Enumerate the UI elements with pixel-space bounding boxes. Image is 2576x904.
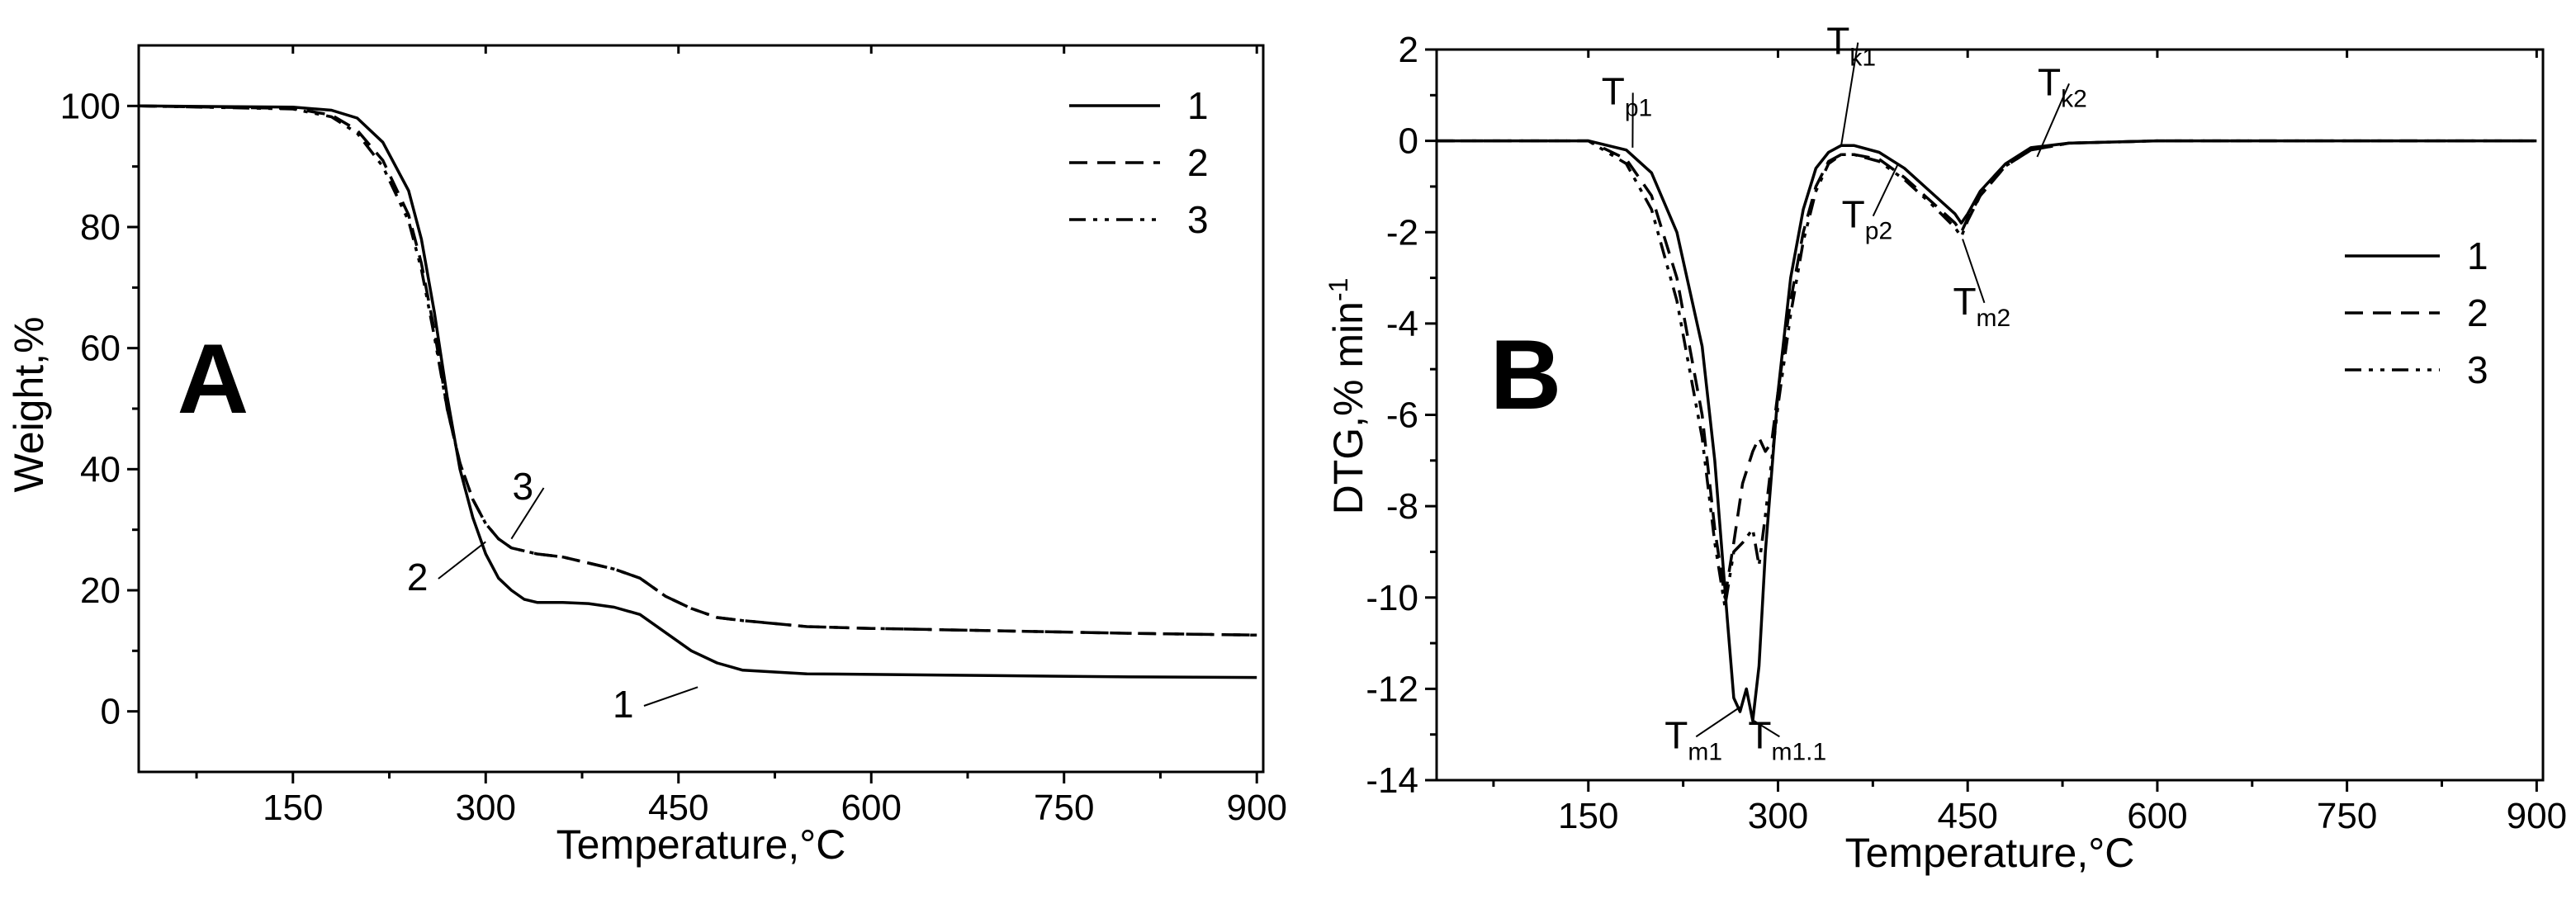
legend-label-2: 2 (2467, 291, 2488, 334)
x-tick-label: 150 (1558, 796, 1618, 836)
y-axis-label-superscript: -1 (1324, 278, 1353, 301)
y-tick-label: -6 (1386, 395, 1418, 436)
y-tick-label: -14 (1366, 760, 1418, 801)
x-axis-label: Temperature,°C (556, 821, 846, 868)
annotation-label: 3 (513, 465, 534, 508)
annotation-label: Tp1 (1602, 69, 1652, 121)
annotation-subscript: k2 (2061, 85, 2087, 112)
x-tick-label: 300 (456, 788, 516, 828)
annotation-label: Tk2 (2038, 60, 2087, 112)
x-tick-label: 900 (1227, 788, 1287, 828)
y-tick-label: -2 (1386, 212, 1418, 253)
series-line-2 (1437, 139, 2537, 599)
annotation-leader (1872, 163, 1899, 217)
annotation-subscript: m1 (1688, 738, 1722, 765)
y-tick-label: 100 (60, 86, 121, 126)
annotation-leader (1753, 720, 1780, 738)
x-tick-label: 150 (263, 788, 323, 828)
x-axis-label: Temperature,°C (1845, 830, 2135, 876)
legend-label-1: 1 (2467, 234, 2488, 277)
y-tick-label: 0 (1399, 121, 1418, 162)
panel-letter: A (178, 324, 249, 434)
annotation-subscript: p1 (1625, 94, 1652, 121)
x-tick-label: 450 (1937, 796, 1997, 836)
y-tick-label: -8 (1386, 486, 1418, 527)
y-tick-label: 40 (80, 449, 121, 490)
panel-letter: B (1490, 319, 1562, 430)
annotation-leader (643, 686, 698, 707)
series-line-3 (1437, 139, 2537, 608)
x-tick-label: 600 (841, 788, 902, 828)
plot-frame (137, 44, 1265, 774)
annotation-leader (1840, 42, 1859, 146)
y-tick-label: -10 (1366, 578, 1418, 618)
annotation-subscript: m2 (1977, 305, 2011, 332)
x-tick-label: 300 (1748, 796, 1808, 836)
annotation-label: Tk1 (1826, 20, 1876, 72)
legend-label-3: 3 (2467, 348, 2488, 391)
annotation-leader (1962, 239, 1986, 304)
y-tick-label: 2 (1399, 30, 1418, 70)
panel-b-dtg-chart: 150 300 450 600 750 90020-2-4-6-8-10-12-14Tem… (1324, 20, 2567, 876)
legend-label-3: 3 (1187, 198, 1209, 241)
y-tick-label: -12 (1366, 669, 1418, 709)
legend-label-2: 2 (1187, 141, 1209, 184)
y-axis-label: DTG,% min-1 (1324, 278, 1371, 515)
y-tick-label: 80 (80, 207, 121, 248)
annotation-label: Tm1.1 (1748, 713, 1826, 765)
y-tick-label: 60 (80, 329, 121, 369)
x-tick-label: 600 (2127, 796, 2187, 836)
panel-a-weight-chart: 150 300 450 600 750 900 0 20 40 60 80 100 Temperatur… (6, 44, 1287, 868)
annotation-label: Tm2 (1953, 280, 2010, 332)
plot-frame (1435, 48, 2545, 782)
y-axis-label: Weight,% (6, 316, 52, 492)
annotation-subscript: k1 (1849, 45, 1876, 72)
annotation-leader (510, 487, 545, 540)
annotation-label: 1 (613, 683, 634, 726)
annotation-label: Tp2 (1842, 193, 1892, 245)
x-tick-label: 450 (648, 788, 708, 828)
annotation-leader (2036, 83, 2070, 158)
annotation-label: Tm1 (1664, 713, 1722, 765)
annotation-subscript: m1.1 (1771, 738, 1826, 765)
series-line-2 (138, 104, 1257, 637)
legend-label-1: 1 (1187, 84, 1209, 127)
x-tick-label: 900 (2507, 796, 2567, 836)
annotation-leader (1695, 706, 1741, 738)
series-line-1 (138, 104, 1257, 679)
y-tick-label: 20 (80, 570, 121, 611)
y-tick-label: 0 (101, 692, 121, 732)
x-tick-label: 750 (1034, 788, 1094, 828)
annotation-subscript: p2 (1865, 218, 1892, 245)
annotation-label: 2 (407, 556, 429, 599)
annotation-leader (438, 541, 486, 580)
series-line-1 (1437, 139, 2537, 722)
x-tick-label: 750 (2317, 796, 2377, 836)
series-line-3 (138, 104, 1257, 637)
y-tick-label: -4 (1386, 304, 1418, 344)
